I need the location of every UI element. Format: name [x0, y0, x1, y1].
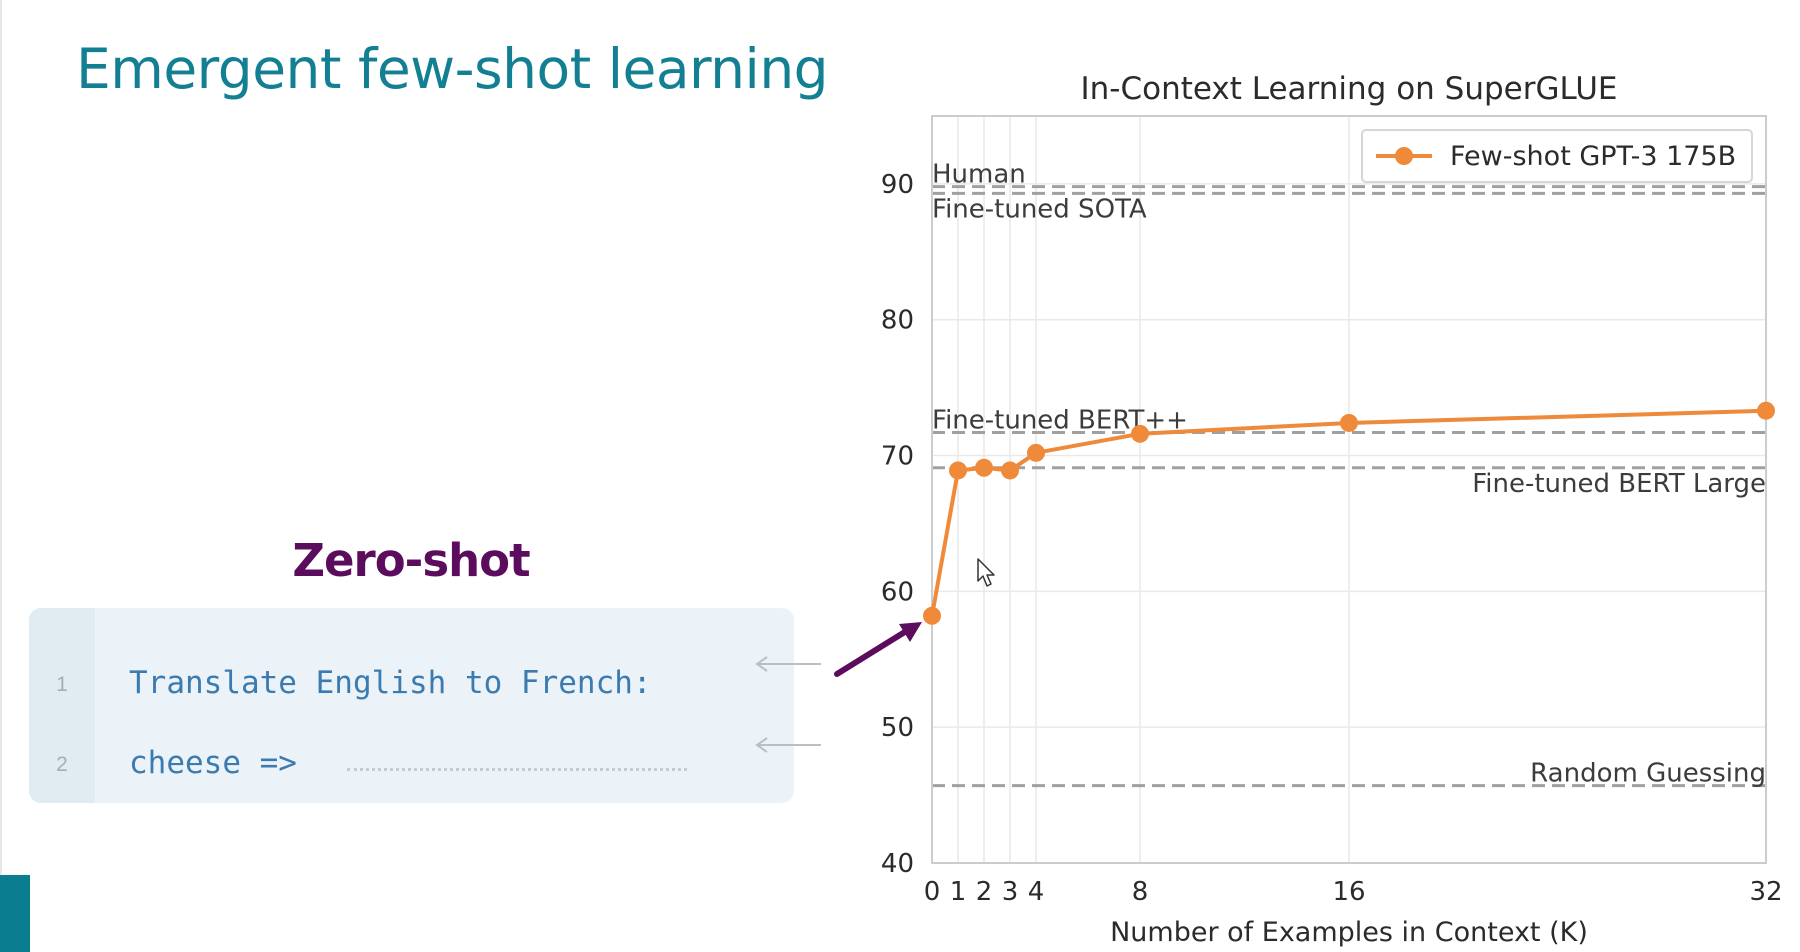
x-tick-label: 4: [1028, 877, 1045, 907]
reference-line-label: Random Guessing: [1530, 759, 1766, 789]
data-point: [1340, 413, 1358, 432]
x-tick-label: 3: [1002, 877, 1019, 907]
legend-label: Few-shot GPT-3 175B: [1450, 141, 1736, 172]
left-arrow-icon: [755, 737, 821, 753]
data-point: [923, 606, 941, 625]
zero-shot-label: Zero-shot: [292, 534, 530, 587]
y-tick-label: 80: [881, 306, 914, 336]
x-tick-label: 2: [976, 877, 993, 907]
data-point: [975, 458, 993, 477]
reference-line-label: Fine-tuned BERT++: [932, 405, 1188, 435]
x-tick-label: 0: [924, 877, 941, 907]
y-tick-label: 70: [881, 442, 914, 472]
legend-swatch-marker: [1395, 147, 1413, 165]
legend-box: [1361, 129, 1753, 183]
x-tick-label: 1: [950, 877, 967, 907]
reference-line-label: Fine-tuned SOTA: [932, 194, 1147, 224]
prompt-code-box: 1 2 Translate English to French: cheese …: [29, 608, 794, 803]
y-tick-label: 90: [881, 170, 914, 200]
slide-edge: [0, 0, 2, 952]
x-tick-label: 16: [1332, 877, 1365, 907]
chart-title: In-Context Learning on SuperGLUE: [1080, 71, 1617, 107]
pointer-arrow-icon: [834, 622, 922, 677]
data-point: [949, 461, 967, 480]
reference-line-label: Fine-tuned BERT Large: [1472, 469, 1766, 499]
y-tick-label: 50: [881, 713, 914, 743]
data-point: [1001, 461, 1019, 480]
answer-blank: [347, 768, 687, 771]
left-arrow-icon: [755, 656, 821, 672]
data-point: [1757, 401, 1775, 420]
prompt-line-query: cheese =>: [129, 745, 297, 781]
slide-title: Emergent few-shot learning: [76, 37, 829, 101]
x-axis-label: Number of Examples in Context (K): [1110, 917, 1588, 948]
data-point: [1131, 424, 1149, 443]
line-number-gutter: [29, 608, 95, 803]
y-tick-label: 60: [881, 577, 914, 607]
prompt-line-task: Translate English to French:: [129, 665, 652, 701]
x-tick-label: 32: [1749, 877, 1782, 907]
line-number: 1: [56, 673, 68, 696]
plot-frame: [931, 115, 1767, 864]
y-tick-label: 40: [881, 849, 914, 879]
line-number: 2: [56, 753, 68, 776]
data-point: [1027, 443, 1045, 462]
superglue-chart: Human Fine-tuned SOTA Fine-tuned BERT++ Fin…: [881, 71, 1783, 948]
mouse-cursor-icon: [977, 558, 995, 587]
accent-bar: [0, 875, 30, 952]
x-tick-label: 8: [1132, 877, 1149, 907]
reference-line-label: Human: [932, 160, 1026, 190]
